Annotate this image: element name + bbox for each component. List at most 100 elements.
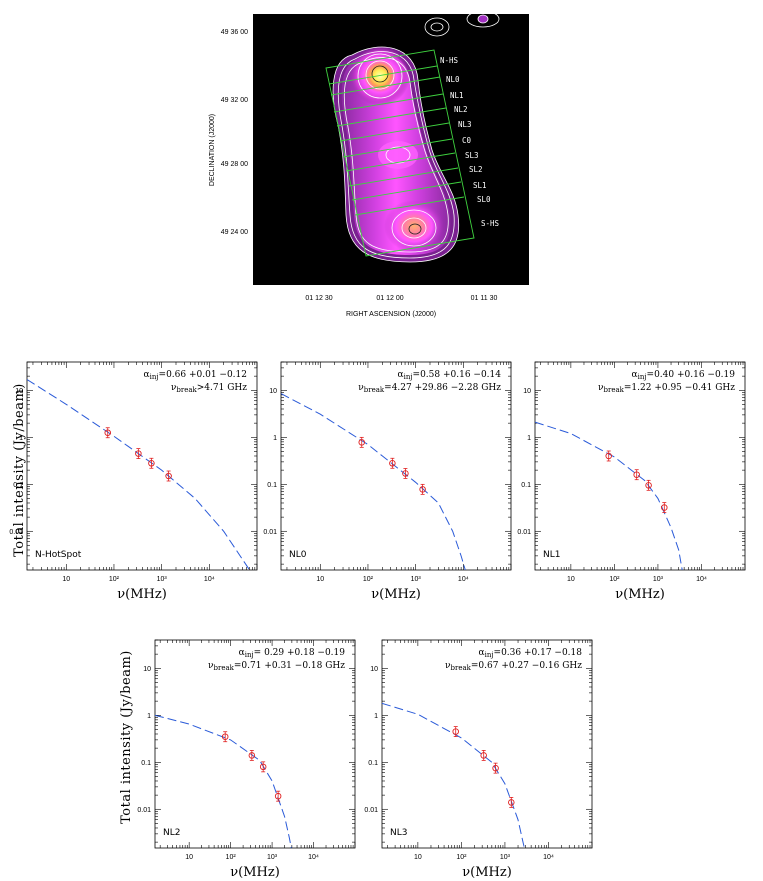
x-tick-label: 10³ [653, 576, 664, 583]
y-tick-label: 0.1 [13, 482, 23, 489]
plot-frame [154, 639, 356, 849]
map-dec-tick-label: 49 24 00 [221, 229, 248, 236]
panel-label: N-HotSpot [35, 550, 82, 560]
data-point [402, 468, 409, 479]
data-point [165, 470, 172, 482]
ylabel-row-1: Total intensity (Jy/beam) [12, 383, 27, 557]
x-tick-label: 10³ [157, 576, 168, 583]
model-spectrum-line [281, 393, 466, 570]
data-point [274, 790, 282, 802]
data-point [508, 797, 515, 808]
spectrum-panel: 10 10² 10³ 10⁴ 0.01 0.1 1 10 ν(MHz) αinj=0.36 +0.… [364, 639, 593, 880]
x-tick-label: 10⁴ [696, 576, 707, 583]
y-tick-label: 0.01 [137, 807, 151, 814]
map-region-label: NL2 [454, 105, 468, 114]
x-tick-label: 10 [316, 576, 324, 583]
axis-ticks [382, 639, 593, 848]
map-region-label: NL1 [450, 91, 464, 100]
spectrum-panel: 10 10² 10³ 10⁴ 0.01 0.1 1 10 ν(MHz) αinj=0.58 +0.… [263, 361, 512, 602]
annotation-alpha: αinj=0.40 +0.16 −0.19 [632, 370, 736, 381]
map-dec-tick-label: 49 28 00 [221, 161, 248, 168]
model-spectrum-line [535, 421, 683, 570]
data-point [645, 479, 652, 491]
data-point [492, 762, 499, 774]
model-spectrum-line [155, 714, 292, 848]
x-axis-label: ν(MHz) [230, 865, 280, 880]
data-point [135, 448, 142, 459]
y-tick-label: 0.01 [9, 529, 23, 536]
data-point [419, 483, 426, 495]
data-point [148, 457, 155, 469]
data-point [259, 761, 267, 773]
map-ra-tick-label: 01 11 30 [471, 295, 498, 302]
data-point [389, 457, 396, 469]
annotation-alpha: αinj=0.58 +0.16 −0.14 [398, 370, 502, 381]
model-spectrum-line [27, 379, 251, 570]
annotation-break: νbreak=4.27 +29.86 −2.28 GHz [358, 383, 501, 394]
data-point [358, 436, 365, 448]
x-tick-label: 10⁴ [543, 854, 554, 861]
y-tick-label: 0.01 [517, 529, 531, 536]
plot-frame [381, 639, 593, 849]
panel-label: NL0 [289, 550, 307, 560]
map-ra-tick-label: 01 12 30 [305, 295, 332, 302]
y-tick-label: 0.1 [521, 482, 531, 489]
x-tick-label: 10 [414, 854, 422, 861]
y-tick-label: 1 [527, 435, 531, 442]
data-point [605, 450, 612, 462]
map-ra-axis-label: RIGHT ASCENSION (J2000) [346, 311, 436, 318]
y-tick-label: 10 [370, 666, 378, 673]
y-tick-label: 0.1 [141, 760, 151, 767]
axis-ticks [155, 639, 356, 848]
y-tick-label: 10 [269, 388, 277, 395]
map-dec-tick-label: 49 32 00 [221, 97, 248, 104]
y-tick-label: 0.01 [364, 807, 378, 814]
data-point [633, 469, 640, 481]
data-point [104, 427, 111, 439]
map-region-labels: N-HS NL0 NL1 NL2 NL3 C0 SL3 SL2 SL1 SL0 S-HS [440, 56, 500, 228]
map-region-label: N-HS [440, 56, 459, 65]
map-region-label: NL3 [458, 120, 472, 129]
plot-frame [280, 361, 512, 571]
map-region-label: SL1 [473, 181, 487, 190]
map-dec-ticks: 49 36 00 49 32 00 49 28 00 49 24 00 [221, 29, 248, 236]
plot-frame [534, 361, 746, 571]
x-axis-label: ν(MHz) [117, 587, 167, 602]
map-slice-boxes [325, 49, 475, 257]
x-tick-label: 10 [62, 576, 70, 583]
x-tick-label: 10 [567, 576, 575, 583]
x-tick-label: 10² [456, 854, 467, 861]
annotation-break: νbreak=0.71 +0.31 −0.18 GHz [208, 661, 345, 672]
axis-ticks [281, 361, 512, 570]
data-point [661, 502, 668, 513]
map-dec-axis-label: DECLINATION (J2000) [209, 114, 216, 186]
axis-ticks [27, 361, 258, 570]
panel-label: NL2 [163, 828, 180, 838]
plot-frame [26, 361, 258, 571]
axis-ticks [535, 361, 746, 570]
map-north-hotspot [350, 46, 410, 106]
annotation-alpha: αinj=0.36 +0.17 −0.18 [479, 648, 583, 659]
x-tick-label: 10² [609, 576, 620, 583]
data-point [480, 750, 487, 761]
x-tick-label: 10⁴ [308, 854, 319, 861]
radio-map: N-HS NL0 NL1 NL2 NL3 C0 SL3 SL2 SL1 SL0 S-HS RIGHT… [209, 10, 529, 318]
y-tick-label: 0.01 [263, 529, 277, 536]
x-tick-label: 10² [363, 576, 374, 583]
x-tick-label: 10 [185, 854, 193, 861]
x-tick-label: 10² [109, 576, 120, 583]
data-point [248, 750, 256, 761]
y-tick-label: 1 [147, 713, 151, 720]
map-region-label: S-HS [481, 219, 500, 228]
map-region-label: SL2 [469, 165, 483, 174]
map-region-label: C0 [462, 136, 472, 145]
annotation-alpha: αinj=0.66 +0.01 −0.12 [144, 370, 247, 381]
spectrum-panel: 10 10² 10³ 10⁴ 0.01 0.1 1 10 ν(MHz) αinj=0.66 +0.… [9, 361, 258, 602]
y-tick-label: 0.1 [267, 482, 277, 489]
spectrum-panel: 10 10² 10³ 10⁴ 0.01 0.1 1 10 ν(MHz) αinj= 0.29 +0… [137, 639, 356, 880]
spectrum-panel: 10 10² 10³ 10⁴ 0.01 0.1 1 10 ν(MHz) αinj=0.40 +0.… [517, 361, 746, 602]
y-tick-label: 10 [143, 666, 151, 673]
ylabel-row-2: Total intensity (Jy/beam) [119, 650, 134, 824]
x-tick-label: 10⁴ [204, 576, 215, 583]
